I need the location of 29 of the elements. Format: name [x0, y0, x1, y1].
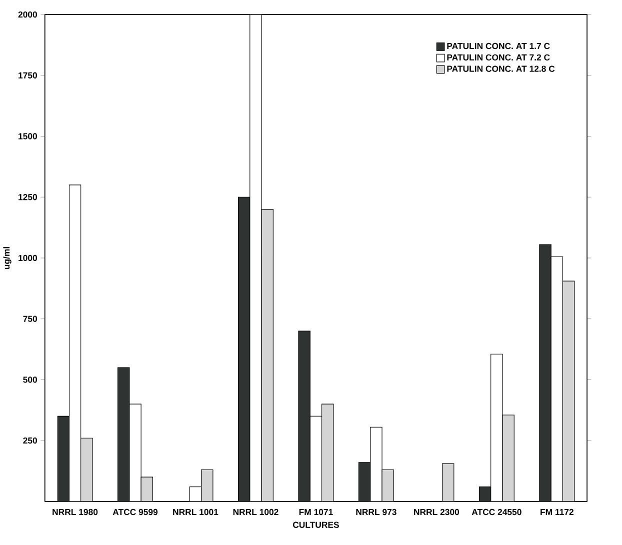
y-tick-label: 1000	[18, 254, 37, 262]
x-tick-label: FM 1071	[299, 508, 333, 516]
y-axis-title: ug/ml	[3, 246, 12, 269]
x-tick-label: NRRL 1001	[173, 508, 218, 516]
bar	[238, 196, 250, 502]
bar	[478, 486, 492, 502]
y-tick-label: 500	[23, 376, 37, 383]
x-tick-label: NRRL 2300	[414, 508, 460, 516]
legend-label: PATULIN CONC. AT 7.2 C	[447, 54, 550, 60]
x-tick-label: NRRL 973	[356, 508, 396, 516]
y-tick-label: 250	[23, 437, 37, 444]
x-tick-label: NRRL 1980	[52, 508, 98, 516]
x-tick-label: FM 1172	[540, 508, 574, 515]
x-axis-title: CULTURES	[292, 522, 339, 528]
bar	[298, 330, 310, 502]
y-tick-label: 1750	[18, 72, 37, 78]
legend-label: PATULIN CONC. AT 1.7 C	[447, 42, 550, 50]
y-tick-label: 2000	[18, 11, 37, 18]
bar	[118, 367, 130, 502]
legend-label: PATULIN CONC. AT 12.8 C	[447, 66, 555, 72]
y-tick-label: 1500	[18, 133, 37, 140]
x-tick-label: NRRL 1002	[233, 508, 278, 516]
bar	[358, 462, 371, 502]
bar	[57, 416, 70, 502]
bar	[539, 244, 552, 502]
y-tick-label: 750	[23, 316, 37, 322]
x-tick-label: ATCC 24550	[472, 508, 522, 516]
y-tick-label: 1250	[18, 194, 37, 200]
x-tick-label: ATCC 9599	[112, 508, 158, 516]
